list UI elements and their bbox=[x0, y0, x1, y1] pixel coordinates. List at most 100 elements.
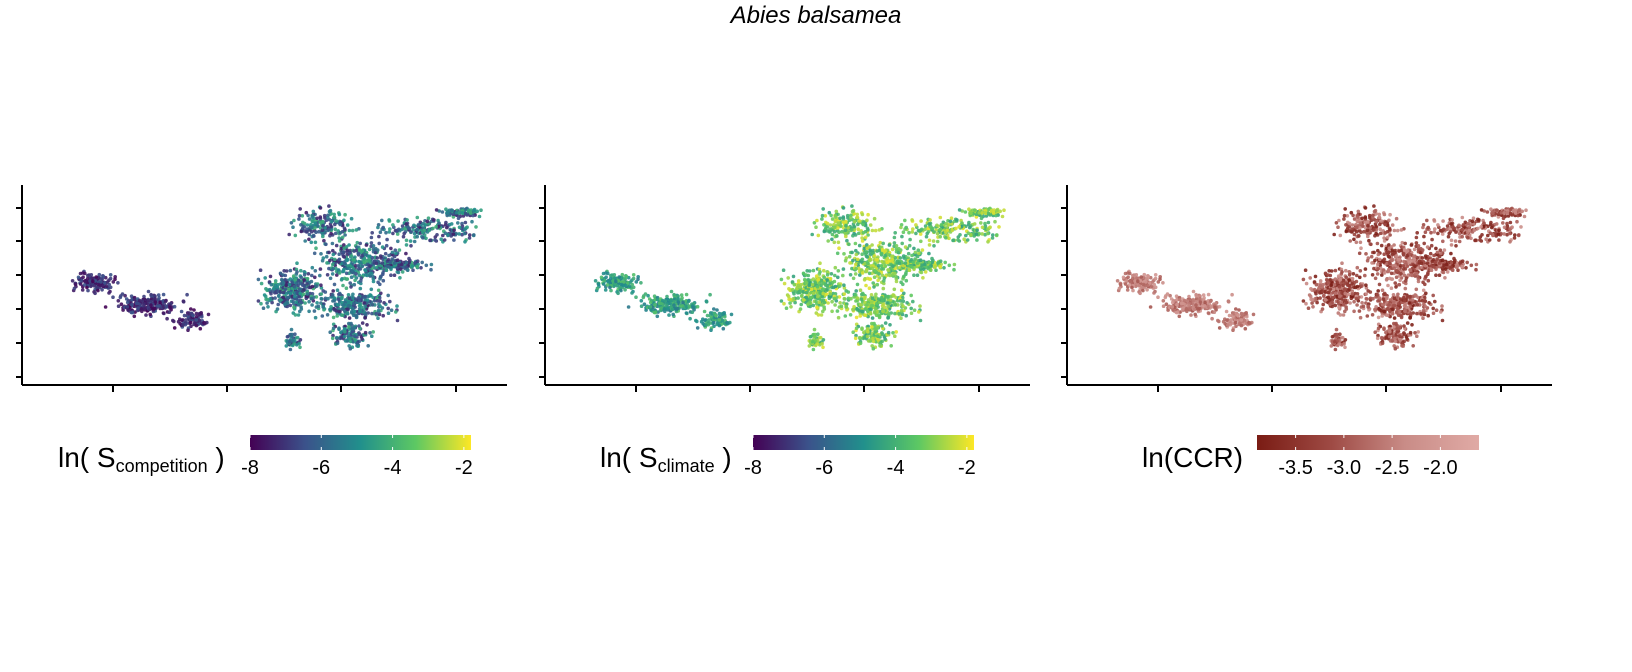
data-point bbox=[107, 282, 111, 287]
data-point bbox=[354, 228, 359, 232]
data-point bbox=[844, 224, 848, 228]
data-point bbox=[415, 259, 420, 264]
data-point bbox=[336, 297, 341, 302]
data-point bbox=[365, 298, 370, 302]
data-point bbox=[357, 247, 362, 252]
data-point bbox=[655, 314, 660, 319]
data-point bbox=[325, 313, 330, 317]
data-point bbox=[463, 220, 468, 225]
data-point bbox=[820, 217, 824, 221]
data-point bbox=[613, 276, 617, 280]
data-point bbox=[310, 219, 315, 224]
data-point bbox=[889, 344, 893, 348]
data-point bbox=[899, 316, 903, 321]
data-point bbox=[865, 303, 869, 307]
data-point bbox=[911, 299, 915, 304]
data-point bbox=[376, 288, 381, 293]
data-point bbox=[465, 225, 469, 229]
data-point bbox=[865, 246, 869, 251]
data-point bbox=[189, 324, 193, 329]
data-point bbox=[343, 233, 347, 237]
data-point bbox=[338, 309, 342, 314]
data-point bbox=[853, 272, 858, 276]
data-point bbox=[608, 276, 613, 281]
data-point bbox=[980, 225, 985, 230]
data-point bbox=[1152, 291, 1156, 295]
data-point bbox=[672, 303, 676, 307]
data-point bbox=[432, 218, 436, 222]
data-point bbox=[374, 246, 378, 251]
data-point bbox=[860, 239, 865, 243]
data-point bbox=[851, 258, 855, 263]
data-point bbox=[997, 225, 1001, 229]
data-point bbox=[1209, 304, 1214, 309]
data-point bbox=[357, 324, 361, 328]
data-point bbox=[310, 303, 314, 307]
data-point bbox=[850, 228, 854, 232]
data-point bbox=[194, 323, 199, 328]
data-point bbox=[1148, 305, 1153, 309]
data-point bbox=[1193, 312, 1197, 317]
data-point bbox=[1002, 208, 1006, 212]
data-point bbox=[649, 308, 653, 312]
data-point bbox=[912, 246, 916, 251]
data-point bbox=[907, 268, 912, 273]
data-point bbox=[911, 227, 915, 231]
data-point bbox=[395, 318, 400, 323]
data-point bbox=[853, 293, 858, 297]
data-point bbox=[259, 281, 264, 286]
data-point bbox=[457, 232, 462, 236]
data-point bbox=[920, 227, 924, 232]
data-point bbox=[1224, 309, 1229, 314]
data-point bbox=[446, 211, 450, 215]
data-point bbox=[648, 305, 653, 309]
data-point bbox=[835, 234, 839, 238]
data-point bbox=[142, 294, 146, 299]
data-point bbox=[867, 286, 872, 291]
data-point bbox=[834, 209, 839, 214]
data-point bbox=[866, 329, 870, 334]
data-point bbox=[866, 212, 870, 217]
data-point bbox=[332, 215, 337, 220]
data-point bbox=[933, 264, 938, 269]
data-point bbox=[1306, 306, 1311, 311]
data-point bbox=[916, 248, 921, 252]
data-point bbox=[944, 236, 948, 240]
data-point bbox=[189, 320, 193, 325]
data-point bbox=[868, 223, 873, 227]
data-point bbox=[318, 273, 322, 278]
data-point bbox=[862, 278, 867, 282]
data-point bbox=[357, 259, 361, 264]
data-point bbox=[347, 324, 351, 329]
data-point bbox=[662, 307, 667, 311]
data-point bbox=[712, 320, 716, 325]
data-point bbox=[376, 223, 381, 227]
data-point bbox=[1344, 300, 1349, 305]
data-point bbox=[891, 293, 895, 297]
data-point bbox=[669, 289, 674, 294]
data-point bbox=[1377, 282, 1382, 287]
data-point bbox=[381, 225, 386, 230]
data-point bbox=[339, 246, 344, 251]
data-point bbox=[863, 313, 868, 318]
data-point bbox=[1164, 302, 1169, 307]
data-point bbox=[626, 305, 631, 309]
data-point bbox=[784, 306, 789, 311]
data-point bbox=[860, 236, 864, 240]
data-point bbox=[807, 283, 811, 288]
data-point bbox=[357, 267, 361, 271]
data-point bbox=[321, 305, 326, 309]
colorbar-tick-label: -6 bbox=[815, 457, 833, 479]
data-point bbox=[1197, 306, 1202, 311]
data-point bbox=[931, 258, 935, 263]
data-point bbox=[883, 337, 887, 341]
data-point bbox=[302, 278, 307, 282]
data-point bbox=[313, 221, 318, 225]
data-point bbox=[171, 318, 175, 323]
data-point bbox=[864, 250, 869, 254]
data-point bbox=[1198, 296, 1202, 301]
data-point bbox=[871, 281, 875, 285]
data-point bbox=[1126, 271, 1130, 275]
data-point bbox=[419, 266, 423, 270]
data-point bbox=[690, 310, 695, 315]
